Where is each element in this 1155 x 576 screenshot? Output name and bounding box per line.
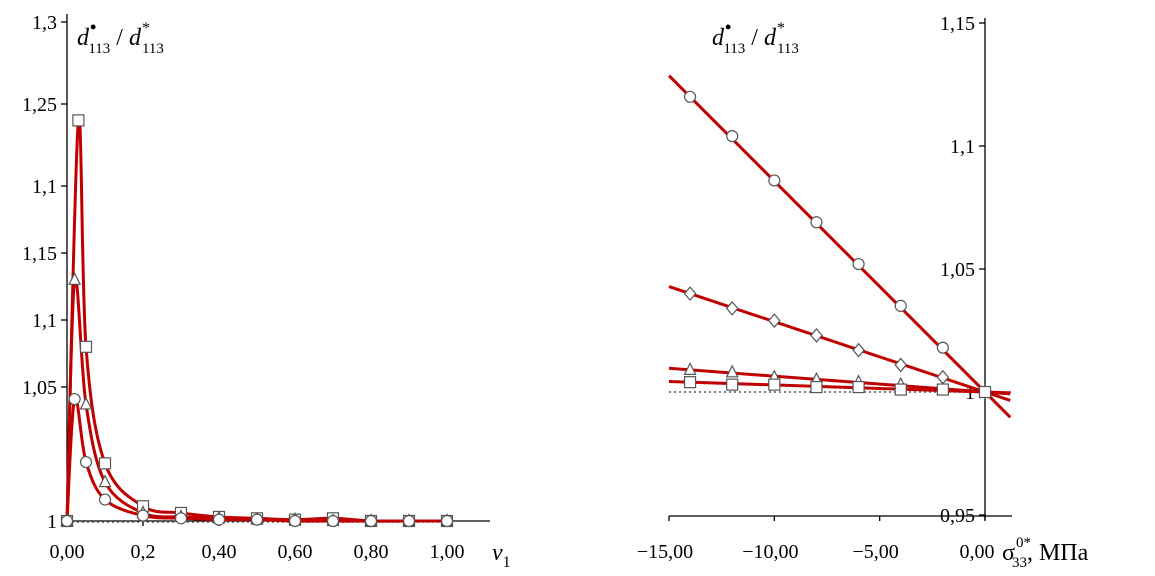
series-line-diamond bbox=[668, 285, 1011, 402]
circle-marker bbox=[68, 392, 81, 406]
y-axis-title: d• 113 / d* 113 bbox=[712, 17, 799, 57]
y-tick-label: 1,15 bbox=[940, 13, 975, 35]
square-marker bbox=[79, 340, 93, 353]
triangle-marker bbox=[68, 271, 82, 285]
square-marker bbox=[726, 378, 739, 391]
square-marker bbox=[894, 383, 907, 396]
x-axis-title: v1 bbox=[492, 540, 511, 571]
square-marker bbox=[72, 114, 85, 127]
square-marker bbox=[936, 383, 949, 396]
diamond-marker bbox=[894, 357, 908, 373]
y-tick-label: 1 bbox=[47, 511, 57, 533]
diamond-marker bbox=[683, 286, 697, 302]
triangle-marker bbox=[79, 396, 93, 410]
x-tick-label: −10,00 bbox=[742, 541, 798, 563]
x-tick-label: 0,2 bbox=[131, 541, 156, 563]
y-tick-label: 1,05 bbox=[22, 377, 57, 399]
circle-marker bbox=[726, 130, 739, 143]
triangle-marker bbox=[725, 364, 739, 378]
circle-marker bbox=[288, 514, 302, 528]
circle-marker bbox=[136, 509, 150, 522]
y-tick-label: 1,15 bbox=[22, 243, 57, 265]
triangle-marker bbox=[98, 474, 112, 488]
x-tick-label: −5,00 bbox=[853, 541, 899, 563]
square-marker bbox=[98, 457, 112, 470]
y-tick-label: 0,95 bbox=[940, 505, 975, 527]
x-tick-label: 1,00 bbox=[430, 541, 465, 563]
circle-marker bbox=[810, 216, 823, 229]
series-line-triangle bbox=[65, 276, 447, 523]
circle-marker bbox=[683, 90, 697, 103]
x-tick-label: 0,00 bbox=[50, 541, 85, 563]
series-line-circle bbox=[667, 74, 1012, 419]
circle-marker bbox=[79, 455, 93, 469]
circle-marker bbox=[60, 514, 74, 528]
y-tick-label: 1,25 bbox=[22, 94, 57, 116]
x-tick-label: 0,80 bbox=[354, 541, 389, 563]
diamond-marker bbox=[852, 342, 865, 358]
circle-marker bbox=[98, 493, 112, 506]
diamond-marker bbox=[810, 327, 823, 343]
circle-marker bbox=[364, 514, 378, 528]
circle-marker bbox=[894, 299, 907, 312]
x-axis-title: σ0* 33, МПа bbox=[1002, 535, 1089, 571]
y-axis-title: d• 113 / d* 113 bbox=[77, 17, 164, 57]
triangle-marker bbox=[683, 362, 697, 375]
circle-marker bbox=[852, 257, 865, 271]
y-tick-label: 1,1 bbox=[32, 310, 57, 332]
diamond-marker bbox=[768, 313, 781, 329]
y-tick-label: 1,05 bbox=[940, 259, 975, 281]
x-tick-label: 0,60 bbox=[278, 541, 313, 563]
series-line-square bbox=[65, 116, 447, 523]
y-tick-label: 1,1 bbox=[950, 136, 975, 158]
circle-marker bbox=[212, 513, 226, 526]
left-chart: 1,3 1,25 1,1 1,15 1,1 1,05 1 0,00 0,2 0,40 0,60 0,8… bbox=[22, 12, 511, 571]
y-tick-label: 1,1 bbox=[32, 176, 57, 198]
circle-marker bbox=[440, 514, 454, 528]
diamond-marker bbox=[725, 300, 739, 316]
square-marker bbox=[810, 380, 823, 394]
circle-marker bbox=[250, 513, 264, 526]
square-marker bbox=[978, 385, 992, 399]
square-marker bbox=[683, 376, 697, 389]
x-tick-label: −15,00 bbox=[637, 541, 693, 563]
circle-marker bbox=[768, 174, 781, 187]
circle-marker bbox=[402, 514, 416, 528]
x-tick-label: 0,00 bbox=[960, 541, 995, 563]
circle-marker bbox=[174, 512, 188, 525]
y-tick-label: 1,3 bbox=[32, 12, 57, 34]
square-marker bbox=[852, 380, 865, 394]
circle-marker bbox=[936, 341, 949, 354]
x-tick-label: 0,40 bbox=[202, 541, 237, 563]
circle-marker bbox=[326, 514, 340, 528]
series-line-square bbox=[668, 379, 1011, 395]
square-marker bbox=[768, 378, 781, 391]
